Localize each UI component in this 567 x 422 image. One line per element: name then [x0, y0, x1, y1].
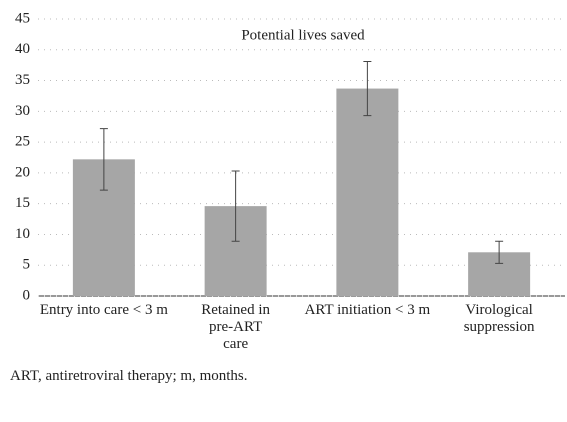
x-tick-label: Entry into care < 3 m — [39, 302, 168, 318]
y-tick-label: 15 — [15, 195, 30, 211]
error-bar — [99, 128, 108, 191]
bar — [336, 88, 399, 297]
y-tick-label: 45 — [15, 10, 30, 26]
y-tick-label: 10 — [15, 226, 30, 242]
x-tick-label: Virological suppression — [463, 302, 535, 335]
y-tick-label: 35 — [15, 72, 30, 88]
chart-title: Potential lives saved — [241, 27, 365, 43]
chart: Potential lives saved 0 5 10 15 20 25 30 35 40 45 — [15, 10, 565, 303]
footnote: ART, antiretroviral therapy; m, months. — [10, 368, 248, 384]
y-tick-label: 20 — [15, 164, 30, 180]
x-tick-label: ART initiation < 3 m — [304, 302, 431, 318]
y-tick-label: 0 — [23, 287, 31, 303]
error-bar — [495, 240, 504, 264]
y-tick-label: 5 — [23, 257, 31, 273]
x-tick-label: Retained in pre-ART care — [201, 302, 270, 352]
error-bar — [231, 170, 240, 242]
error-bar — [363, 60, 372, 117]
y-tick-label: 40 — [15, 41, 30, 57]
y-tick-label: 25 — [15, 134, 30, 150]
y-tick-label: 30 — [15, 103, 30, 119]
